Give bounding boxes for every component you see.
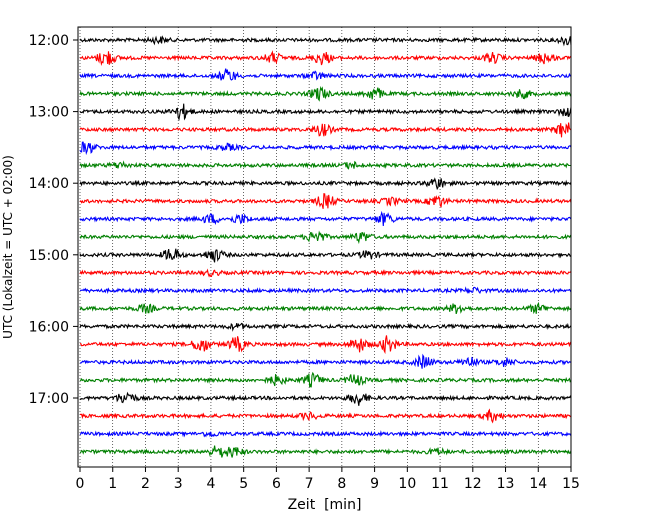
trace-1515 (79, 268, 572, 278)
x-tick-label: 14 (529, 476, 547, 492)
trace-1415 (79, 193, 572, 209)
trace-1630 (79, 353, 572, 369)
x-tick-label: 3 (174, 476, 183, 492)
trace-1430 (79, 210, 572, 227)
y-tick-label: 14:00 (29, 176, 69, 192)
plot-frame (77, 26, 572, 468)
x-tick-label: 12 (464, 476, 482, 492)
y-tick-label: 13:00 (29, 105, 69, 121)
x-tick-label: 1 (108, 476, 117, 492)
trace-1530 (79, 286, 572, 295)
trace-1730 (79, 430, 572, 438)
trace-1345 (79, 160, 571, 170)
trace-1315 (79, 122, 572, 138)
y-axis: 12:00 13:00 14:00 15:00 16:00 17:00 (29, 33, 78, 407)
x-tick-label: 4 (206, 476, 215, 492)
x-tick-label: 8 (337, 476, 346, 492)
x-tick-label: 5 (239, 476, 248, 492)
trace-1215 (79, 50, 572, 67)
x-tick-label: 9 (370, 476, 379, 492)
trace-1645 (79, 371, 572, 388)
trace-group (79, 35, 572, 458)
trace-1245 (79, 85, 572, 102)
y-tick-label: 17:00 (29, 391, 69, 407)
trace-1230 (79, 68, 572, 81)
y-tick-label: 16:00 (29, 319, 69, 335)
x-tick-label: 11 (431, 476, 449, 492)
trace-1715 (79, 408, 572, 424)
x-tick-label: 6 (272, 476, 281, 492)
trace-1400 (79, 177, 572, 191)
x-tick-label: 2 (141, 476, 150, 492)
y-axis-label: UTC (Lokalzeit = UTC + 02:00) (1, 155, 15, 339)
x-tick-label: 0 (76, 476, 85, 492)
trace-1445 (79, 230, 572, 245)
trace-1500 (79, 248, 572, 263)
y-tick-label: 12:00 (29, 33, 69, 49)
trace-1745 (79, 445, 572, 458)
x-tick-label: 15 (562, 476, 580, 492)
trace-1615 (79, 335, 572, 355)
trace-1200 (79, 35, 572, 47)
trace-1600 (79, 322, 572, 332)
x-tick-label: 7 (305, 476, 314, 492)
trace-1700 (79, 391, 572, 406)
trace-1300 (79, 103, 572, 121)
x-axis-label: Zeit [min] (288, 497, 362, 513)
y-tick-label: 15:00 (29, 248, 69, 264)
x-tick-label: 13 (497, 476, 515, 492)
trace-1545 (79, 301, 572, 315)
x-axis: 0 1 2 3 4 5 6 7 8 9 10 11 12 13 14 15 (76, 467, 580, 492)
x-tick-label: 10 (398, 476, 416, 492)
trace-1330 (79, 141, 572, 156)
